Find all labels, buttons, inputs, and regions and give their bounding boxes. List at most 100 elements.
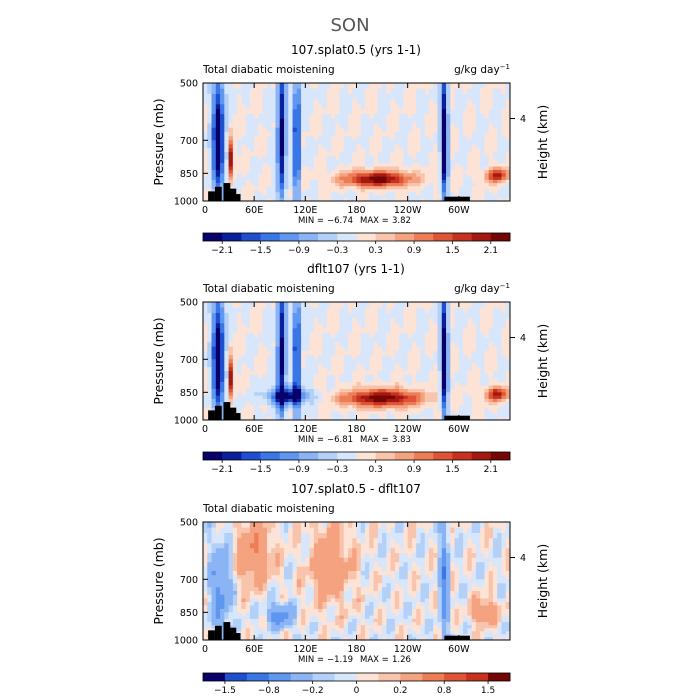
heatmap-cell <box>318 522 323 528</box>
heatmap-cell <box>411 328 417 334</box>
heatmap-cell <box>309 355 315 360</box>
heatmap-cell <box>492 405 498 409</box>
heatmap-cell <box>403 367 409 372</box>
heatmap-cell <box>463 144 468 149</box>
heatmap-cell <box>454 392 460 397</box>
heatmap-cell <box>249 318 255 324</box>
heatmap-cell <box>262 388 268 393</box>
heatmap-cell <box>390 346 396 352</box>
heatmap-cell <box>458 93 464 100</box>
heatmap-cell <box>228 328 234 334</box>
heatmap-cell <box>322 543 328 549</box>
heatmap-cell <box>313 131 319 137</box>
heatmap-cell <box>305 395 310 400</box>
y-tick-label: 1000 <box>174 197 198 208</box>
heatmap-cell <box>467 136 473 141</box>
heatmap-cell <box>484 88 490 95</box>
heatmap-cell <box>347 173 353 178</box>
heatmap-cell <box>501 417 507 421</box>
heatmap-cell <box>245 179 251 184</box>
heatmap-cell <box>420 166 426 171</box>
heatmap-cell <box>271 159 276 164</box>
heatmap-cell <box>428 307 434 314</box>
heatmap-cell <box>420 408 426 412</box>
heatmap-cell <box>437 99 443 105</box>
heatmap-cell <box>301 405 306 409</box>
heatmap-cell <box>305 131 310 137</box>
heatmap-cell <box>266 127 272 133</box>
heatmap-cell <box>266 532 272 539</box>
heatmap-cell <box>471 163 477 167</box>
heatmap-cell <box>407 163 413 167</box>
heatmap-cell <box>343 144 349 149</box>
heatmap-cell <box>480 114 485 120</box>
heatmap-cell <box>411 318 417 324</box>
heatmap-cell <box>458 163 464 167</box>
heatmap-cell <box>382 176 387 181</box>
heatmap-cell <box>347 414 353 418</box>
heatmap-cell <box>262 198 268 202</box>
heatmap-cell <box>322 88 328 95</box>
heatmap-cell <box>207 402 212 406</box>
heatmap-cell <box>467 140 473 145</box>
heatmap-cell <box>373 543 379 549</box>
heatmap-cell <box>215 543 221 549</box>
heatmap-cell <box>428 371 434 376</box>
heatmap-cell <box>207 371 212 376</box>
heatmap-cell <box>407 144 413 149</box>
heatmap-cell <box>377 131 383 137</box>
heatmap-cell <box>356 417 362 421</box>
heatmap-cell <box>369 159 374 164</box>
heatmap-cell <box>471 395 477 400</box>
heatmap-cell <box>335 378 340 383</box>
heatmap-cell <box>475 388 481 393</box>
heatmap-cell <box>335 543 340 549</box>
heatmap-cell <box>318 408 323 412</box>
heatmap-cell <box>296 131 302 137</box>
heatmap-cell <box>365 367 370 372</box>
heatmap-cell <box>305 532 310 539</box>
heatmap-cell <box>224 359 229 364</box>
heatmap-cell <box>433 350 438 356</box>
heatmap-cell <box>249 363 255 368</box>
heatmap-cell <box>271 93 276 100</box>
heatmap-cell <box>471 342 477 348</box>
heatmap-cell <box>441 114 447 120</box>
heatmap-cell <box>411 192 417 196</box>
heatmap-cell <box>377 136 383 141</box>
heatmap-cell <box>279 99 285 105</box>
heatmap-cell <box>262 93 268 100</box>
heatmap-cell <box>330 346 336 352</box>
heatmap-cell <box>296 374 302 379</box>
heatmap-cell <box>249 192 255 196</box>
heatmap-cell <box>249 388 255 393</box>
heatmap-cell <box>207 166 212 171</box>
heatmap-cell <box>373 527 379 534</box>
heatmap-cell <box>492 144 498 149</box>
heatmap-cell <box>296 166 302 171</box>
heatmap-cell <box>211 155 217 160</box>
heatmap-cell <box>458 99 464 105</box>
heatmap-cell <box>416 350 421 356</box>
heatmap-cell <box>339 307 345 314</box>
heatmap-cell <box>390 402 396 406</box>
heatmap-cell <box>403 350 409 356</box>
heatmap-cell <box>458 192 464 196</box>
heatmap-cell <box>249 83 255 89</box>
heatmap-cell <box>382 183 387 187</box>
heatmap-cell <box>309 99 315 105</box>
heatmap-cell <box>369 374 374 379</box>
heatmap-cell <box>446 136 451 141</box>
heatmap-cell <box>271 114 276 120</box>
heatmap-cell <box>441 363 447 368</box>
heatmap-cell <box>428 159 434 164</box>
heatmap-cell <box>339 166 345 171</box>
heatmap-cell <box>292 363 298 368</box>
heatmap-cell <box>377 382 383 386</box>
heatmap-cell <box>505 155 511 160</box>
heatmap-cell <box>322 411 328 415</box>
heatmap-cell <box>458 104 464 110</box>
heatmap-cell <box>330 99 336 105</box>
heatmap-cell <box>454 378 460 383</box>
heatmap-cell <box>390 189 396 193</box>
